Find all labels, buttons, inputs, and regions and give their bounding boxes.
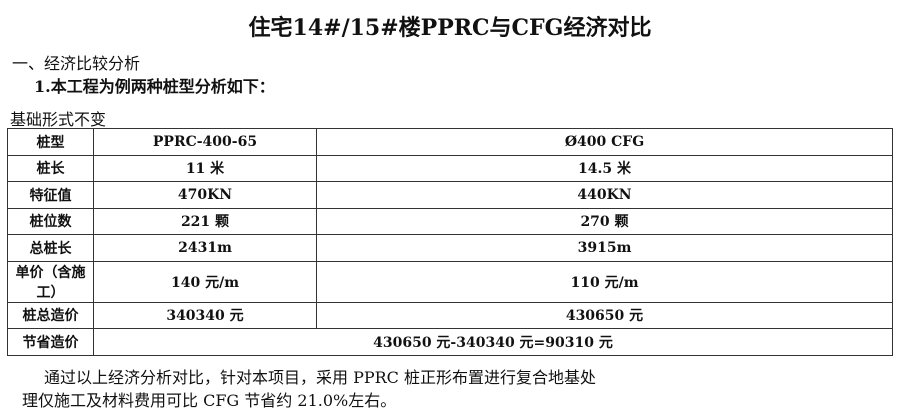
table-cell: 221 颗 xyxy=(93,207,317,235)
comparison-table: 桩型 PPRC-400-65 Ø400 CFG 桩长 11 米 14.5 米特征值 470K… xyxy=(7,128,893,356)
row-label: 桩型 xyxy=(7,128,94,156)
table-cell: 340340 元 xyxy=(93,301,317,329)
conclusion-line-1: 通过以上经济分析对比，针对本项目，采用 PPRC 桩正形布置进行复合地基处 xyxy=(44,368,596,387)
table-row: 总桩长 2431m 3915m xyxy=(7,234,893,262)
table-row: 特征值 470KN 440KN xyxy=(7,181,893,209)
row-label: 总桩长 xyxy=(7,234,94,262)
table-cell: 470KN xyxy=(93,181,317,209)
table-cell: PPRC-400-65 xyxy=(93,128,317,156)
table-cell: 14.5 米 xyxy=(316,154,893,182)
table-caption: 基础形式不变 xyxy=(10,110,107,129)
table-cell: 140 元/m xyxy=(93,260,317,303)
table-cell: 3915m xyxy=(316,234,893,262)
sub-heading: 1.本工程为例两种桩型分析如下： xyxy=(34,77,275,96)
row-label: 桩位数 xyxy=(7,207,94,235)
row-label: 单价（含施工） xyxy=(7,260,94,303)
conclusion-line-2: 理仅施工及材料费用可比 CFG 节省约 21.0%左右。 xyxy=(22,391,397,410)
row-label: 桩长 xyxy=(7,154,94,182)
savings-value: 430650 元-340340 元=90310 元 xyxy=(93,328,893,356)
row-label: 桩总造价 xyxy=(7,301,94,329)
table-cell: Ø400 CFG xyxy=(316,128,893,156)
table-cell: 430650 元 xyxy=(316,301,893,329)
document-title: 住宅14#/15#楼PPRC与CFG经济对比 xyxy=(248,15,652,41)
table-row-savings: 节省造价 430650 元-340340 元=90310 元 xyxy=(7,328,893,356)
table-cell: 2431m xyxy=(93,234,317,262)
table-row: 桩型 PPRC-400-65 Ø400 CFG xyxy=(7,128,893,156)
table-row: 桩长 11 米 14.5 米 xyxy=(7,154,893,182)
table-row: 桩总造价 340340 元 430650 元 xyxy=(7,301,893,329)
table-cell: 11 米 xyxy=(93,154,317,182)
table-row: 桩位数 221 颗 270 颗 xyxy=(7,207,893,235)
table-row: 单价（含施工） 140 元/m 110 元/m xyxy=(7,260,893,303)
savings-label: 节省造价 xyxy=(7,328,94,356)
table-cell: 270 颗 xyxy=(316,207,893,235)
section-heading: 一、经济比较分析 xyxy=(12,54,141,73)
table-cell: 440KN xyxy=(316,181,893,209)
row-label: 特征值 xyxy=(7,181,94,209)
table-cell: 110 元/m xyxy=(316,260,893,303)
